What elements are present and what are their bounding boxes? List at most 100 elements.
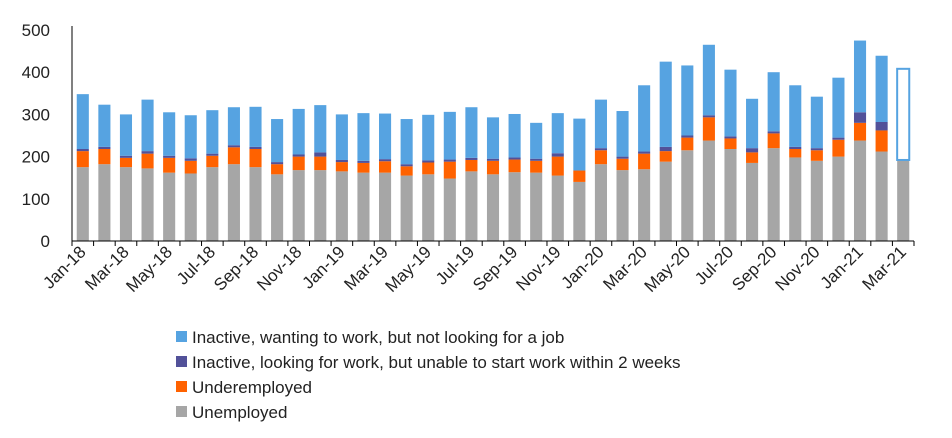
bar-segment xyxy=(292,156,305,171)
bar-segment xyxy=(98,164,111,241)
bar-segment xyxy=(659,146,672,152)
bar-segment xyxy=(357,172,370,241)
bar-segment xyxy=(789,157,802,241)
bar-segment xyxy=(98,146,111,150)
bar-segment xyxy=(292,108,305,155)
bar-segment xyxy=(335,162,348,172)
bar-segment xyxy=(422,114,435,161)
bar-segment xyxy=(638,169,651,241)
bar-segment xyxy=(119,157,133,168)
bar-segment xyxy=(486,117,500,159)
bar-segment xyxy=(616,170,629,241)
bar-segment xyxy=(530,158,543,161)
bar-segment xyxy=(271,162,284,165)
bar-segment xyxy=(746,148,759,153)
bar-segment xyxy=(163,157,176,173)
bar-segment xyxy=(508,157,521,160)
bar-segment xyxy=(810,148,823,151)
bar-segment xyxy=(400,166,413,176)
bar-segment xyxy=(638,153,651,170)
bar-segment xyxy=(206,153,219,156)
bar-segment xyxy=(443,161,456,179)
bar-segment xyxy=(98,104,111,147)
bar-segment xyxy=(724,149,737,241)
bar-segment xyxy=(508,159,521,173)
bar-segment xyxy=(249,149,262,168)
bar-segment xyxy=(357,113,370,161)
bar-segment xyxy=(659,161,672,241)
bar-segment xyxy=(357,162,370,173)
bar-segment xyxy=(594,99,607,149)
bar-segment xyxy=(594,148,607,151)
bar-segment xyxy=(443,111,456,160)
bar-segment xyxy=(227,164,240,241)
bar-segment xyxy=(767,72,780,132)
bar-segment xyxy=(379,172,392,241)
bar-segment xyxy=(465,171,478,241)
bar-segment xyxy=(379,161,392,173)
x-tick-label: May-20 xyxy=(641,242,695,296)
bar-segment xyxy=(659,61,672,147)
bar-segment xyxy=(767,133,780,149)
bar-segment xyxy=(141,151,154,154)
bar-segment xyxy=(163,112,176,156)
bar-segment xyxy=(702,44,715,116)
bar-segment xyxy=(292,154,305,157)
bar-segment xyxy=(98,149,111,165)
bar-segment xyxy=(767,131,780,134)
bar-segment xyxy=(530,172,543,241)
bar-segment xyxy=(551,113,564,154)
y-tick-label: 500 xyxy=(22,21,50,40)
bar-segment xyxy=(616,158,629,171)
bar-segment xyxy=(184,158,197,161)
bar-segment xyxy=(141,153,154,169)
bar-segment xyxy=(681,137,694,151)
x-tick-label: Sep-20 xyxy=(728,242,780,294)
y-axis: 0 100 200 300 400 500 xyxy=(22,21,73,251)
bar-segment xyxy=(875,130,888,152)
bar-segment xyxy=(465,107,478,158)
bar-segment xyxy=(853,40,867,113)
bar-segment xyxy=(443,159,456,162)
bar-segment xyxy=(616,111,629,157)
bar-segment xyxy=(508,172,521,241)
bar-segment xyxy=(119,114,133,156)
bar-segment xyxy=(249,146,262,150)
bar-segment xyxy=(422,160,435,163)
y-tick-label: 300 xyxy=(22,105,50,124)
legend-label: Underemployed xyxy=(192,378,312,397)
bar-segment xyxy=(184,173,197,241)
bar-segment xyxy=(184,160,197,174)
bar-segment xyxy=(875,55,888,122)
bar-segment xyxy=(76,151,89,168)
bar-segment xyxy=(335,171,348,241)
y-tick-label: 200 xyxy=(22,148,50,167)
x-tick-label: Sep-19 xyxy=(469,242,521,294)
bar-segment xyxy=(724,138,737,150)
legend-label: Inactive, looking for work, but unable t… xyxy=(192,353,681,372)
bar-segment xyxy=(163,155,176,158)
bar-segment xyxy=(573,170,586,182)
bar-segment xyxy=(681,150,694,241)
legend: Inactive, wanting to work, but not looki… xyxy=(176,328,681,422)
bar-segment xyxy=(357,160,370,163)
bar-segment xyxy=(832,77,845,138)
bar-segment xyxy=(702,115,715,118)
bar-segment xyxy=(76,167,89,241)
bar-segment xyxy=(594,164,607,241)
bar-segment xyxy=(551,175,564,241)
bar-segment xyxy=(530,160,543,173)
x-tick-label: Nov-20 xyxy=(771,242,823,294)
bar-segment xyxy=(314,105,327,153)
bar-segment xyxy=(271,164,284,175)
bar-segment xyxy=(206,155,219,168)
bar-segment xyxy=(465,157,478,160)
bar-segment xyxy=(746,162,759,241)
bar-segment xyxy=(594,150,607,165)
bar-segment xyxy=(119,167,133,241)
bar-segment xyxy=(486,160,500,175)
bar-segment xyxy=(141,99,154,152)
bar-segment xyxy=(227,107,240,146)
